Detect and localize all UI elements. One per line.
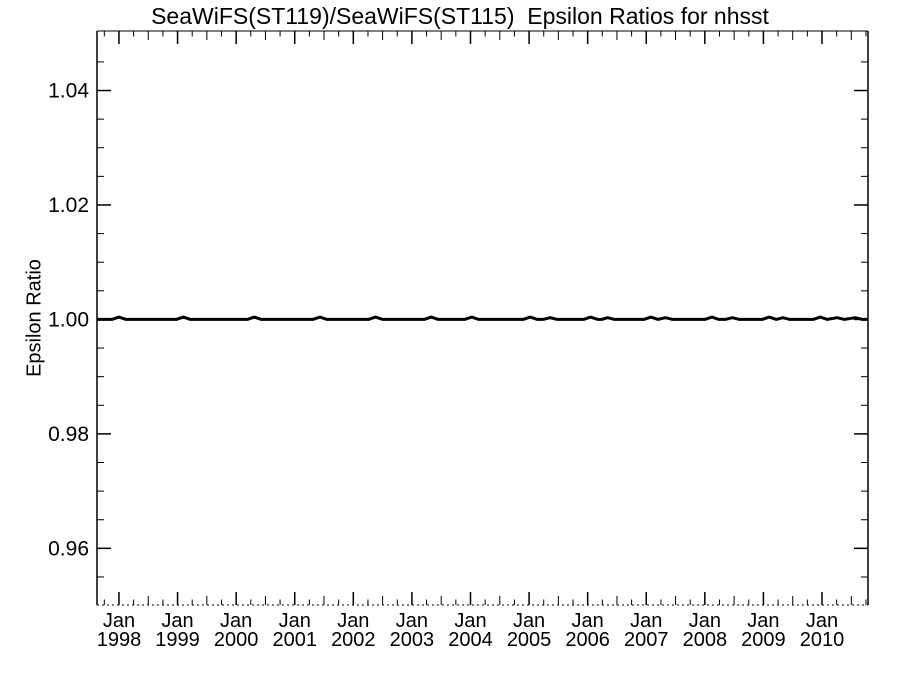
y-tick-label: 0.96 <box>48 538 89 561</box>
y-tick-label: 1.02 <box>48 194 89 217</box>
x-tick-label-month: Jan <box>572 610 604 632</box>
x-tick-label-month: Jan <box>747 610 779 632</box>
x-tick-label-year: 2002 <box>331 629 376 651</box>
x-tick-label-month: Jan <box>161 610 193 632</box>
x-tick-label-year: 2003 <box>390 629 435 651</box>
x-tick-label-year: 2004 <box>448 629 493 651</box>
x-tick-label-month: Jan <box>689 610 721 632</box>
x-tick-label-year: 2006 <box>565 629 610 651</box>
epsilon-ratio-line <box>97 315 868 321</box>
x-tick-label-year: 2008 <box>683 629 728 651</box>
x-tick-label-year: 1999 <box>155 629 200 651</box>
x-tick-label-month: Jan <box>103 610 135 632</box>
x-tick-label-year: 2001 <box>272 629 317 651</box>
x-tick-label-month: Jan <box>454 610 486 632</box>
x-tick-label-year: 2000 <box>214 629 259 651</box>
x-tick-label-month: Jan <box>630 610 662 632</box>
y-tick-label: 1.00 <box>48 309 89 332</box>
y-tick-label: 1.04 <box>48 80 89 103</box>
x-tick-label-month: Jan <box>806 610 838 632</box>
x-tick-label-year: 2010 <box>800 629 845 651</box>
chart-title: SeaWiFS(ST119)/SeaWiFS(ST115) Epsilon Ra… <box>151 3 769 29</box>
x-tick-label-year: 2009 <box>741 629 786 651</box>
y-tick-label: 0.98 <box>48 423 89 446</box>
x-tick-label-year: 2007 <box>624 629 669 651</box>
x-tick-label-month: Jan <box>396 610 428 632</box>
x-tick-label-year: 1998 <box>97 629 142 651</box>
x-tick-label-month: Jan <box>337 610 369 632</box>
x-tick-label-year: 2005 <box>507 629 552 651</box>
x-tick-label-month: Jan <box>220 610 252 632</box>
x-tick-label-month: Jan <box>513 610 545 632</box>
x-tick-label-month: Jan <box>279 610 311 632</box>
